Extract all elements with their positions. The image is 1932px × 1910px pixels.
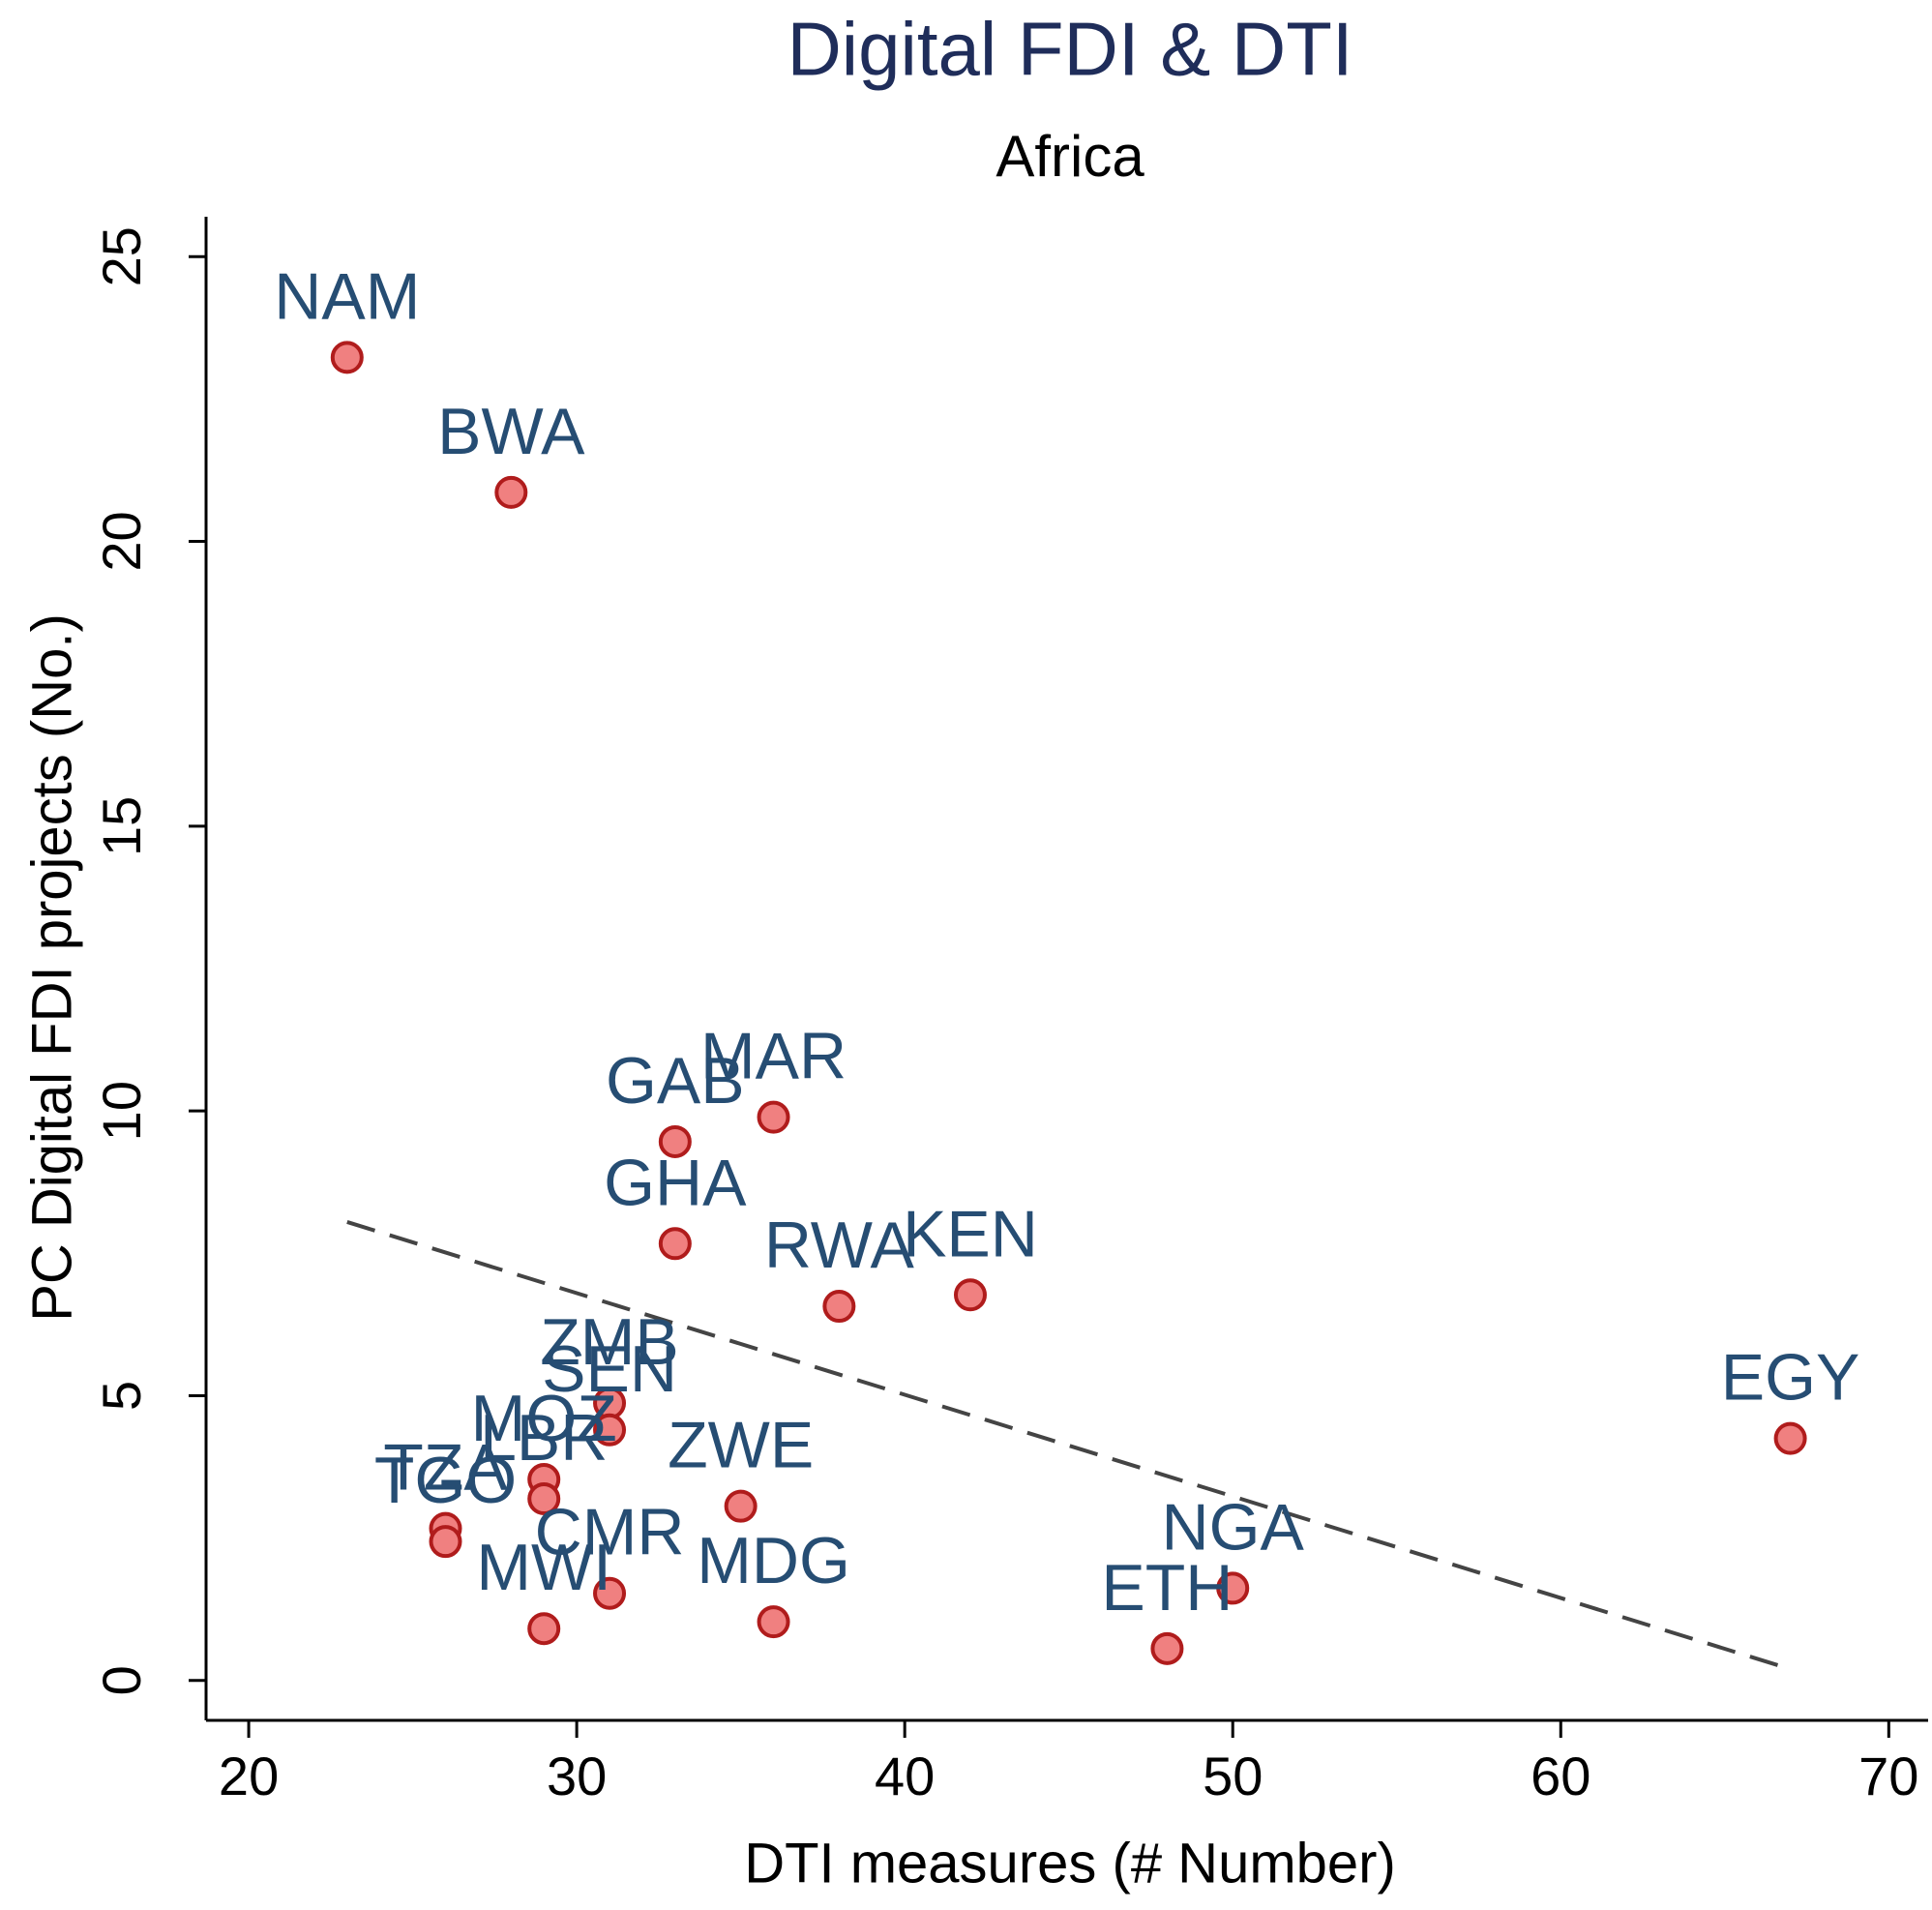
y-tick-label: 20	[91, 511, 152, 571]
point	[953, 1278, 987, 1312]
x-tick-label: 30	[547, 1746, 607, 1806]
point-label: TGO	[374, 1444, 517, 1517]
point	[330, 341, 364, 374]
point-label: MAR	[700, 1020, 847, 1093]
x-tick-label: 60	[1531, 1746, 1590, 1806]
point-label: BWA	[437, 395, 585, 468]
point	[724, 1489, 758, 1523]
point-label: SEN	[542, 1332, 677, 1406]
point	[593, 1413, 627, 1447]
point-label: GAB	[606, 1044, 745, 1118]
point-label: MWI	[476, 1531, 611, 1604]
x-tick-label: 50	[1203, 1746, 1263, 1806]
y-tick-label: 5	[91, 1381, 152, 1411]
point-label: EGY	[1721, 1341, 1860, 1415]
point	[1773, 1421, 1807, 1455]
point-label: TZA	[383, 1431, 508, 1505]
y-tick-label: 0	[91, 1665, 152, 1695]
point-label: CMR	[535, 1496, 685, 1569]
chart-subtitle: Africa	[996, 124, 1144, 189]
point-label: NGA	[1162, 1490, 1305, 1564]
point	[658, 1227, 692, 1261]
point	[1216, 1571, 1250, 1605]
y-axis-title: PC Digital FDI projects (No.)	[20, 613, 83, 1322]
point-label: MOZ	[471, 1382, 617, 1455]
point	[1150, 1631, 1184, 1665]
y-tick-label: 15	[91, 796, 152, 856]
x-tick-label: 20	[219, 1746, 279, 1806]
point-label: RWA	[764, 1209, 915, 1282]
chart-title: Digital FDI & DTI	[787, 7, 1352, 92]
point	[494, 475, 528, 509]
point-label: GHA	[604, 1146, 747, 1219]
x-tick-label: 70	[1858, 1746, 1918, 1806]
point-label: LBR	[480, 1401, 608, 1475]
point-label: NAM	[274, 259, 420, 333]
point	[757, 1100, 790, 1134]
point-label: KEN	[903, 1197, 1038, 1270]
point	[822, 1290, 856, 1324]
point-label: MDG	[697, 1524, 850, 1597]
y-tick-label: 10	[91, 1081, 152, 1141]
fit-line	[346, 1220, 1792, 1671]
point	[593, 1576, 627, 1610]
point	[658, 1124, 692, 1158]
x-axis-title: DTI measures (# Number)	[744, 1832, 1396, 1895]
point	[527, 1482, 561, 1516]
point-label: ZMB	[540, 1305, 679, 1379]
point	[527, 1612, 561, 1646]
point-label: ETH	[1101, 1551, 1233, 1625]
x-tick-label: 40	[875, 1746, 935, 1806]
point-label: ZWE	[668, 1409, 814, 1482]
point	[757, 1605, 790, 1639]
point	[429, 1525, 462, 1559]
y-tick-label: 25	[91, 226, 152, 286]
